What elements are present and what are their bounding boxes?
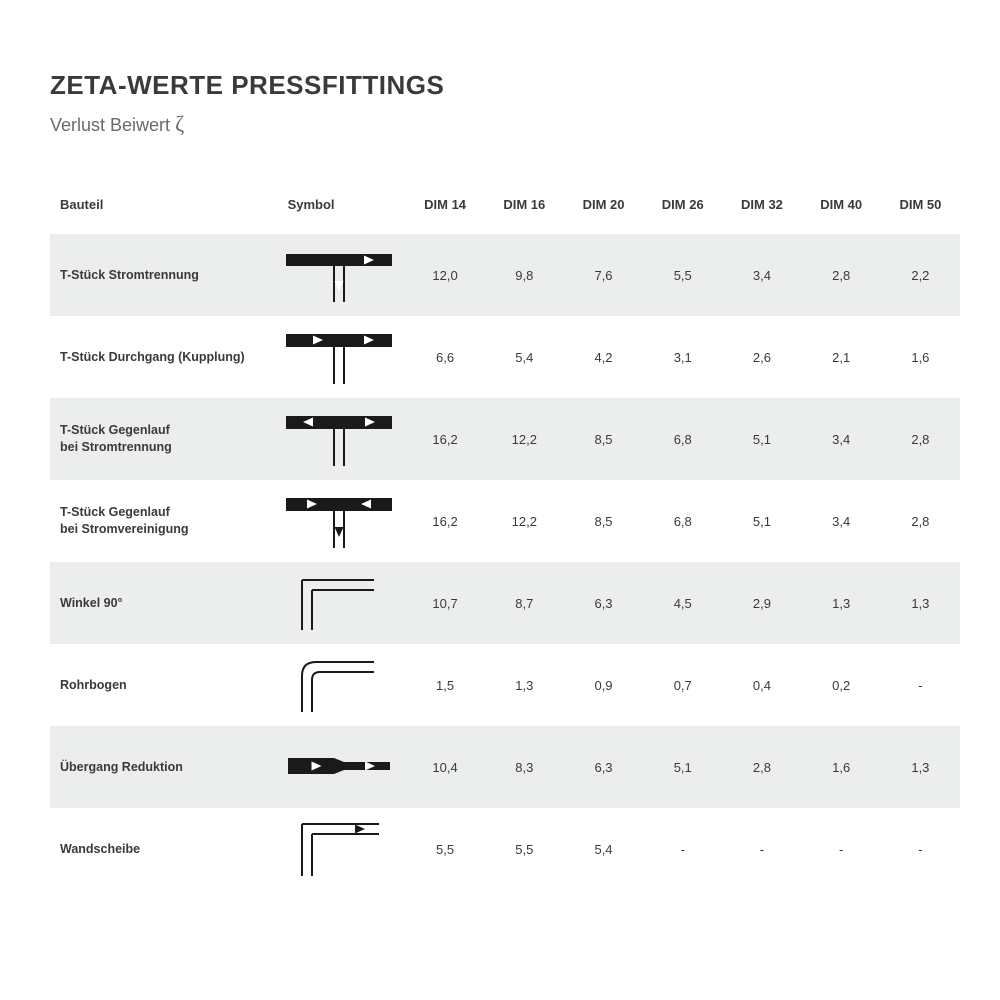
value-cell: 2,1 (802, 316, 881, 398)
bauteil-cell: T-Stück Gegenlaufbei Stromtrennung (50, 398, 284, 480)
value-cell: 0,9 (564, 644, 643, 726)
table-row: Rohrbogen 1,51,30,90,70,40,2- (50, 644, 960, 726)
value-cell: 2,6 (722, 316, 801, 398)
value-cell: 2,9 (722, 562, 801, 644)
t-opposed-join-icon (284, 480, 406, 562)
bauteil-cell: Rohrbogen (50, 644, 284, 726)
col-dim32: DIM 32 (722, 185, 801, 234)
col-dim20: DIM 20 (564, 185, 643, 234)
value-cell: 5,4 (564, 808, 643, 890)
value-cell: 6,6 (405, 316, 484, 398)
value-cell: 5,4 (485, 316, 564, 398)
value-cell: 1,3 (881, 562, 960, 644)
page-title: ZETA-WERTE PRESSFITTINGS (50, 70, 960, 101)
bauteil-cell: T-Stück Stromtrennung (50, 234, 284, 316)
value-cell: 10,7 (405, 562, 484, 644)
value-cell: 8,5 (564, 480, 643, 562)
t-opposed-sep-icon (284, 398, 406, 480)
wall-elbow-icon (284, 808, 406, 890)
value-cell: 2,8 (722, 726, 801, 808)
value-cell: - (881, 644, 960, 726)
value-cell: 1,6 (881, 316, 960, 398)
value-cell: 10,4 (405, 726, 484, 808)
bauteil-cell: Übergang Reduktion (50, 726, 284, 808)
table-row: T-Stück Gegenlaufbei Stromtrennung 16,21… (50, 398, 960, 480)
value-cell: 5,5 (643, 234, 722, 316)
value-cell: 1,6 (802, 726, 881, 808)
zeta-table: Bauteil Symbol DIM 14 DIM 16 DIM 20 DIM … (50, 185, 960, 890)
table-header-row: Bauteil Symbol DIM 14 DIM 16 DIM 20 DIM … (50, 185, 960, 234)
value-cell: 5,5 (485, 808, 564, 890)
col-symbol: Symbol (284, 185, 406, 234)
value-cell: 6,3 (564, 726, 643, 808)
value-cell: 2,8 (881, 398, 960, 480)
col-dim40: DIM 40 (802, 185, 881, 234)
table-row: T-Stück Gegenlaufbei Stromvereinigung 16… (50, 480, 960, 562)
value-cell: - (881, 808, 960, 890)
table-row: T-Stück Durchgang (Kupplung) 6,65,44,23,… (50, 316, 960, 398)
value-cell: 1,5 (405, 644, 484, 726)
value-cell: 0,7 (643, 644, 722, 726)
elbow-round-icon (284, 644, 406, 726)
table-row: Wandscheibe 5,55,55,4---- (50, 808, 960, 890)
value-cell: 2,2 (881, 234, 960, 316)
elbow-sharp-icon (284, 562, 406, 644)
value-cell: 5,1 (722, 480, 801, 562)
col-dim50: DIM 50 (881, 185, 960, 234)
value-cell: 3,4 (802, 480, 881, 562)
bauteil-cell: T-Stück Durchgang (Kupplung) (50, 316, 284, 398)
value-cell: 6,8 (643, 480, 722, 562)
subtitle-prefix: Verlust Beiwert (50, 115, 175, 135)
table-row: T-Stück Stromtrennung 12,09,87,65,53,42,… (50, 234, 960, 316)
value-cell: 12,0 (405, 234, 484, 316)
value-cell: 2,8 (802, 234, 881, 316)
value-cell: 9,8 (485, 234, 564, 316)
col-bauteil: Bauteil (50, 185, 284, 234)
value-cell: 1,3 (485, 644, 564, 726)
bauteil-cell: Winkel 90° (50, 562, 284, 644)
value-cell: - (722, 808, 801, 890)
value-cell: 3,4 (722, 234, 801, 316)
bauteil-cell: T-Stück Gegenlaufbei Stromvereinigung (50, 480, 284, 562)
reducer-icon (284, 726, 406, 808)
value-cell: 12,2 (485, 398, 564, 480)
t-through-icon (284, 316, 406, 398)
value-cell: 12,2 (485, 480, 564, 562)
value-cell: 1,3 (881, 726, 960, 808)
subtitle: Verlust Beiwert ζ (50, 111, 960, 137)
value-cell: 2,8 (881, 480, 960, 562)
value-cell: 0,2 (802, 644, 881, 726)
table-row: Winkel 90° 10,78,76,34,52,91,31,3 (50, 562, 960, 644)
col-dim16: DIM 16 (485, 185, 564, 234)
value-cell: - (802, 808, 881, 890)
value-cell: 16,2 (405, 398, 484, 480)
value-cell: 8,5 (564, 398, 643, 480)
value-cell: 1,3 (802, 562, 881, 644)
table-row: Übergang Reduktion 10,48,36,35,12,81,61,3 (50, 726, 960, 808)
bauteil-cell: Wandscheibe (50, 808, 284, 890)
t-split-down-icon (284, 234, 406, 316)
col-dim26: DIM 26 (643, 185, 722, 234)
value-cell: 6,8 (643, 398, 722, 480)
value-cell: 3,4 (802, 398, 881, 480)
value-cell: 6,3 (564, 562, 643, 644)
value-cell: 3,1 (643, 316, 722, 398)
value-cell: 4,2 (564, 316, 643, 398)
value-cell: 5,1 (722, 398, 801, 480)
value-cell: 5,1 (643, 726, 722, 808)
value-cell: 0,4 (722, 644, 801, 726)
col-dim14: DIM 14 (405, 185, 484, 234)
value-cell: 8,3 (485, 726, 564, 808)
value-cell: 16,2 (405, 480, 484, 562)
value-cell: 4,5 (643, 562, 722, 644)
value-cell: 5,5 (405, 808, 484, 890)
value-cell: - (643, 808, 722, 890)
zeta-symbol: ζ (175, 111, 184, 136)
value-cell: 7,6 (564, 234, 643, 316)
value-cell: 8,7 (485, 562, 564, 644)
